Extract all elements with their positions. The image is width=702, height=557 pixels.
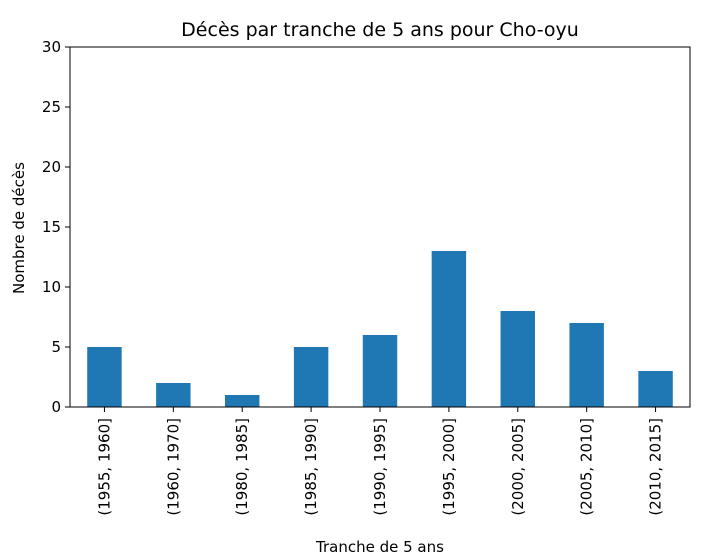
y-tick-label: 10 bbox=[42, 278, 61, 296]
y-tick-label: 20 bbox=[42, 158, 61, 176]
y-tick-label: 5 bbox=[51, 338, 61, 356]
bar bbox=[638, 371, 673, 407]
y-tick-label: 15 bbox=[42, 218, 61, 236]
x-ticks-group: (1955, 1960] (1960, 1970] (1980, 1985] (198… bbox=[95, 407, 665, 516]
y-tick-label: 0 bbox=[51, 398, 61, 416]
x-tick-label: (2005, 2010] bbox=[578, 418, 596, 516]
bar bbox=[225, 395, 260, 407]
x-tick-label: (1980, 1985] bbox=[233, 418, 251, 516]
bar bbox=[362, 335, 398, 407]
x-tick-label: (1955, 1960] bbox=[95, 418, 113, 516]
y-ticks-group: 0 5 10 15 20 25 30 bbox=[42, 38, 70, 416]
bar bbox=[500, 311, 535, 407]
bars-group bbox=[87, 251, 673, 407]
x-tick-label: (1990, 1995] bbox=[371, 418, 389, 516]
y-tick-label: 30 bbox=[42, 38, 61, 56]
bar bbox=[156, 383, 191, 407]
x-tick-label: (1985, 1990] bbox=[302, 418, 320, 516]
y-axis-label: Nombre de décès bbox=[10, 162, 28, 294]
bar bbox=[293, 347, 329, 407]
bar bbox=[431, 251, 467, 407]
bar bbox=[569, 323, 604, 407]
x-tick-label: (2010, 2015] bbox=[647, 418, 665, 516]
x-tick-label: (1960, 1970] bbox=[164, 418, 182, 516]
x-axis-label: Tranche de 5 ans bbox=[315, 538, 444, 556]
y-tick-label: 25 bbox=[42, 98, 61, 116]
plot-area-frame bbox=[69, 46, 691, 408]
x-tick-label: (2000, 2005] bbox=[509, 418, 527, 516]
x-tick-label: (1995, 2000] bbox=[440, 418, 458, 516]
bar bbox=[87, 347, 122, 407]
chart-title: Décès par tranche de 5 ans pour Cho-oyu bbox=[181, 19, 579, 41]
